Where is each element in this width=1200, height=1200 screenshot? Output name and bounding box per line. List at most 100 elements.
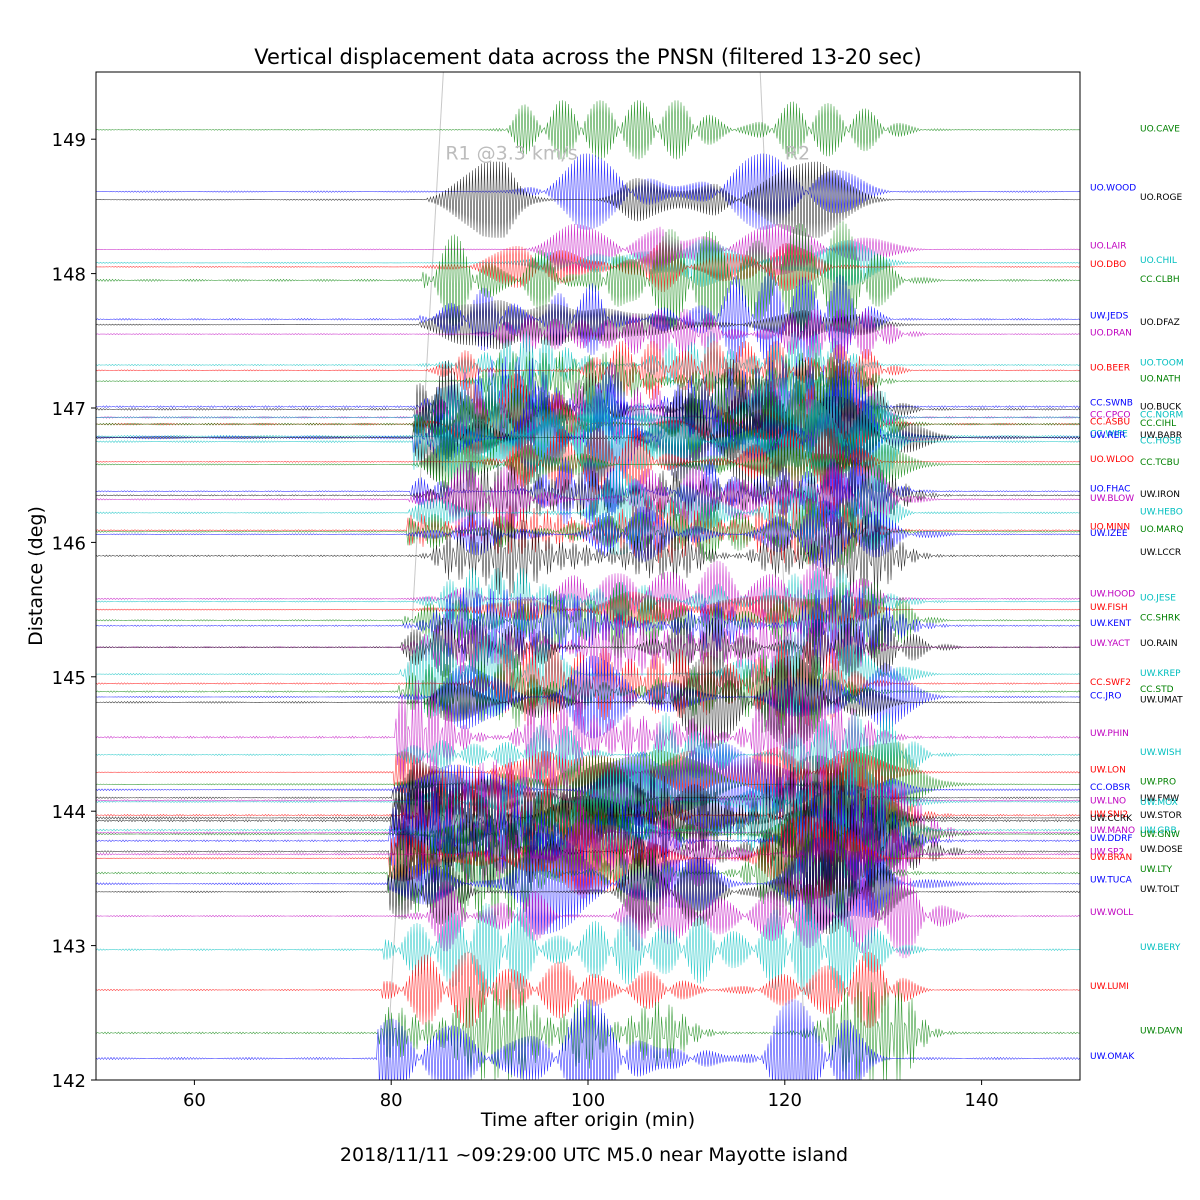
station-label-uo-jese: UO.JESE	[1140, 594, 1176, 604]
trace-uw-lccr	[96, 513, 1080, 599]
trace-uo-rain	[96, 617, 1080, 677]
station-label-uw-yact: UW.YACT	[1090, 639, 1130, 649]
station-label-uo-roge: UO.ROGE	[1140, 193, 1182, 203]
station-label-uw-krep: UW.KREP	[1140, 669, 1181, 679]
station-label-cc-jro: CC.JRO	[1090, 692, 1121, 702]
trace-uw-tuca	[96, 832, 1080, 935]
trace-uo-fhac	[96, 457, 1080, 526]
station-label-uw-phin: UW.PHIN	[1090, 729, 1129, 739]
station-label-uw-babr: UW.BABR	[1140, 431, 1182, 441]
station-label-uo-fhac: UO.FHAC	[1090, 485, 1130, 495]
station-label-uw-tolt: UW.TOLT	[1140, 885, 1180, 895]
station-label-uw-rer: UW.RER	[1090, 431, 1126, 441]
trace-uw-grb	[96, 779, 1080, 881]
station-label-uw-lccr: UW.LCCR	[1140, 548, 1181, 558]
trace-uw-mox	[96, 761, 1080, 843]
station-label-uw-gnw: UW.GNW	[1140, 830, 1180, 840]
trace-uw-izee	[96, 500, 1080, 569]
traces	[96, 100, 1080, 1080]
station-label-uw-lno: UW.LNO	[1090, 796, 1126, 806]
station-label-uo-lair: UO.LAIR	[1090, 241, 1126, 251]
station-label-cc-wife: CC.WIFE	[1090, 430, 1128, 440]
station-label-uw-pro: UW.PRO	[1140, 778, 1176, 788]
x-tick-label: 120	[768, 1090, 802, 1111]
station-label-uw-fmw: UW.FMW	[1140, 794, 1179, 804]
trace-uo-dfaz	[96, 300, 1080, 350]
x-tick-label: 100	[571, 1090, 605, 1111]
trace-uo-dran	[96, 308, 1080, 360]
station-label-cc-norm: CC.NORM	[1140, 411, 1183, 421]
station-label-uo-nath: UO.NATH	[1140, 374, 1181, 384]
trace-uw-wish	[96, 712, 1080, 797]
station-label-cc-cpco: CC.CPCO	[1090, 411, 1131, 421]
station-label-uo-wood: UO.WOOD	[1090, 184, 1136, 194]
station-label-uo-buck: UO.BUCK	[1140, 403, 1182, 413]
y-tick-label: 147	[52, 399, 86, 420]
trace-cc-jro	[96, 655, 1080, 739]
trace-uw-bran	[96, 815, 1080, 901]
y-tick-label: 144	[52, 802, 86, 823]
station-label-uw-ccrk: UW.CCRK	[1090, 814, 1133, 824]
trace-uw-ccrk	[96, 761, 1080, 880]
station-label-cc-obsr: CC.OBSR	[1090, 783, 1131, 793]
trace-cc-clbh	[96, 221, 1080, 340]
station-label-uw-blow: UW.BLOW	[1090, 494, 1134, 504]
trace-uw-tolt	[96, 849, 1080, 935]
station-label-uw-umat: UW.UMAT	[1140, 696, 1183, 706]
station-label-uo-rain: UO.RAIN	[1140, 639, 1178, 649]
y-axis-ticks: 142 143 144 145 146 147 148 149	[52, 130, 96, 1092]
y-tick-label: 142	[52, 1071, 86, 1092]
phase-labels: R1 @3.3 km/s R2	[445, 142, 810, 164]
station-label-uw-hebo: UW.HEBO	[1140, 507, 1183, 517]
station-label-uw-fish: UW.FISH	[1090, 603, 1128, 613]
y-axis-label: Distance (deg)	[25, 506, 47, 646]
station-labels: UO.CAVE UO.WOOD UO.ROGE UO.LAIR UO.CHIL UO.DB…	[1090, 124, 1184, 1061]
trace-uw-krep	[96, 631, 1080, 717]
trace-cc-hosb	[96, 390, 1080, 493]
trace-uw-fmw	[96, 755, 1080, 841]
station-label-uw-izee: UW.IZEE	[1090, 529, 1128, 539]
trace-uo-cave	[96, 100, 1080, 160]
phase-label: R1 @3.3 km/s	[445, 142, 577, 164]
station-label-uw-lty: UW.LTY	[1140, 865, 1173, 875]
x-axis-label: Time after origin (min)	[480, 1109, 695, 1131]
trace-uw-gnw	[96, 784, 1080, 884]
trace-uw-kent	[96, 587, 1080, 664]
station-label-cc-std: CC.STD	[1140, 685, 1174, 695]
trace-uo-roge	[96, 161, 1080, 238]
station-label-cc-clbh: CC.CLBH	[1140, 275, 1180, 285]
x-axis-ticks: 60 80 100 120 140	[183, 1080, 999, 1111]
station-label-uo-dfaz: UO.DFAZ	[1140, 318, 1180, 328]
station-label-uw-sp2: UW.SP2	[1090, 848, 1124, 858]
station-label-uw-lumi: UW.LUMI	[1090, 982, 1129, 992]
trace-cc-tcbu	[96, 440, 1080, 489]
station-label-uo-marq: UO.MARQ	[1140, 525, 1183, 535]
station-label-uw-davn: UW.DAVN	[1140, 1026, 1183, 1036]
trace-uw-hebo	[96, 470, 1080, 556]
trace-cc-obsr	[96, 743, 1080, 837]
trace-uo-toom	[96, 331, 1080, 399]
station-label-uo-chil: UO.CHIL	[1140, 256, 1177, 266]
chart-title: Vertical displacement data across the PN…	[254, 45, 921, 69]
station-label-uw-grb: UW.GRB	[1140, 826, 1177, 836]
trace-uo-wood	[96, 153, 1080, 230]
station-label-uw-woll: UW.WOLL	[1090, 908, 1133, 918]
trace-uw-umat	[96, 655, 1080, 749]
station-label-uw-lon: UW.LON	[1090, 766, 1126, 776]
trace-uw-woll	[96, 873, 1080, 959]
x-tick-label: 80	[380, 1090, 403, 1111]
station-label-cc-tcbu: CC.TCBU	[1140, 458, 1179, 468]
y-tick-label: 149	[52, 130, 86, 151]
station-label-uw-ddrf: UW.DDRF	[1090, 834, 1133, 844]
station-label-uw-iron: UW.IRON	[1140, 490, 1180, 500]
station-label-uw-jeds: UW.JEDS	[1090, 311, 1129, 321]
x-tick-label: 140	[964, 1090, 998, 1111]
y-tick-label: 148	[52, 265, 86, 286]
station-label-uw-sni2: UW.SNI2	[1090, 810, 1128, 820]
trace-uw-phin	[96, 677, 1080, 797]
station-label-cc-cihl: CC.CIHL	[1140, 419, 1176, 429]
trace-uw-bery	[96, 903, 1080, 997]
station-label-uw-bery: UW.BERY	[1140, 943, 1181, 953]
